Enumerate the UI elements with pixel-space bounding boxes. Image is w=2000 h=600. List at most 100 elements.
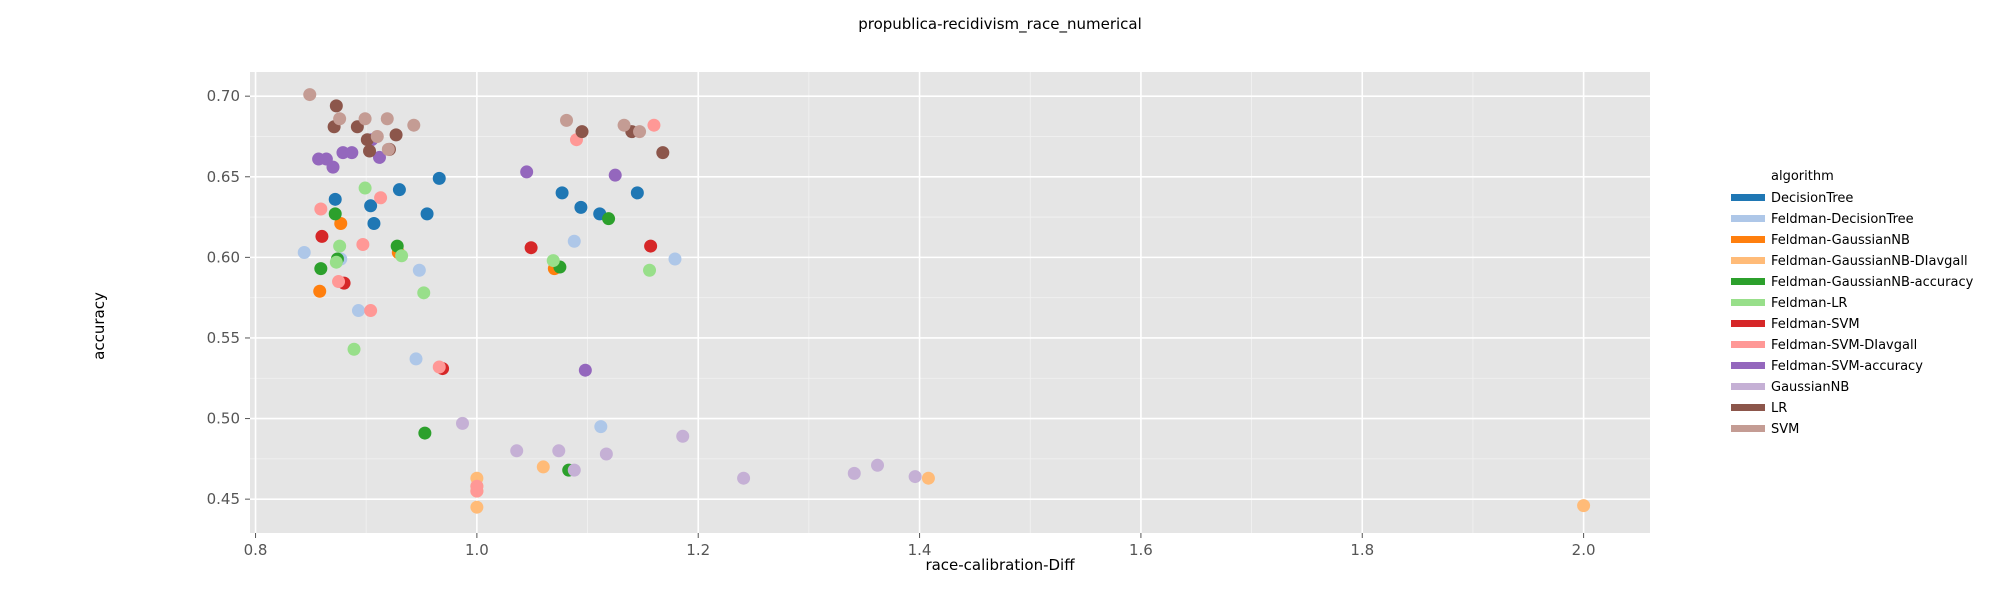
legend-label: Feldman-SVM-accuracy: [1771, 359, 1923, 374]
minor-gridlines: [250, 72, 1650, 533]
data-point-feldman-svm-diavgall: [332, 275, 346, 289]
legend-label: Feldman-GaussianNB: [1771, 233, 1910, 248]
data-point-svm: [333, 112, 347, 126]
data-point-gaussiannb: [510, 444, 524, 458]
y-axis-label: accuracy: [90, 292, 108, 360]
data-point-feldman-decisiontree: [668, 252, 682, 266]
data-point-feldman-svm-accuracy: [578, 363, 592, 377]
data-point-lr: [350, 120, 364, 134]
data-point-feldman-svm-diavgall: [647, 118, 661, 132]
data-point-feldman-svm: [644, 239, 658, 253]
data-point-feldman-gaussiannb: [334, 217, 348, 231]
legend-swatch: [1731, 257, 1765, 264]
data-point-feldman-decisiontree: [297, 246, 311, 260]
data-point-lr: [575, 125, 589, 139]
legend-label: DecisionTree: [1771, 191, 1853, 206]
legend-swatch: [1731, 362, 1765, 369]
legend-swatch: [1731, 236, 1765, 243]
data-point-feldman-svm-accuracy: [326, 160, 340, 174]
axis-ticks: 0.8 1.0 1.2 1.4 1.6 1.8 2.0 0.45 0.50 0.55 0.60 0.6…: [207, 87, 1596, 559]
data-point-gaussiannb: [599, 447, 613, 461]
data-point-svm: [407, 118, 421, 132]
data-point-feldman-lr: [417, 286, 431, 300]
data-point-feldman-decisiontree: [351, 304, 365, 318]
x-tick-label: 1.4: [908, 541, 932, 559]
data-point-decisiontree: [392, 183, 406, 197]
data-point-svm: [358, 112, 372, 126]
data-point-feldman-lr: [643, 263, 657, 277]
plot-area: [250, 72, 1650, 533]
data-point-feldman-decisiontree: [594, 420, 608, 434]
data-point-feldman-decisiontree: [567, 234, 581, 248]
data-point-feldman-svm-accuracy: [372, 150, 386, 164]
legend-label: GaussianNB: [1771, 380, 1849, 395]
legend-swatch: [1731, 383, 1765, 390]
data-point-feldman-gaussiannb-accuracy: [314, 262, 328, 276]
data-point-feldman-gaussiannb-diavgall: [470, 500, 484, 514]
legend-label: Feldman-GaussianNB-DIavgall: [1771, 254, 1968, 269]
data-point-gaussiannb: [455, 416, 469, 430]
y-tick-label: 0.70: [207, 87, 240, 105]
legend-swatch: [1731, 299, 1765, 306]
data-point-svm: [381, 142, 395, 156]
x-axis-label: race-calibration-Diff: [925, 556, 1075, 574]
legend-label: Feldman-SVM: [1771, 317, 1860, 332]
data-point-feldman-lr: [395, 249, 409, 263]
legend-swatch: [1731, 425, 1765, 432]
legend-swatch: [1731, 341, 1765, 348]
data-point-feldman-svm-diavgall: [432, 360, 446, 374]
legend-swatch: [1731, 404, 1765, 411]
data-point-feldman-svm: [315, 229, 329, 243]
data-point-feldman-gaussiannb-accuracy: [328, 207, 342, 221]
data-point-feldman-gaussiannb: [313, 284, 327, 298]
x-tick-label: 2.0: [1572, 541, 1596, 559]
major-gridlines: [250, 72, 1650, 533]
y-tick-label: 0.60: [207, 248, 240, 266]
chart-title: propublica-recidivism_race_numerical: [858, 15, 1142, 34]
data-point-decisiontree: [328, 192, 342, 206]
data-point-feldman-gaussiannb-accuracy: [418, 426, 432, 440]
data-point-svm: [370, 129, 384, 143]
data-point-decisiontree: [364, 199, 378, 213]
data-point-feldman-decisiontree: [412, 263, 426, 277]
data-point-feldman-lr: [546, 254, 560, 268]
data-point-lr: [329, 99, 343, 113]
data-point-feldman-gaussiannb-diavgall: [921, 471, 935, 485]
legend-title: algorithm: [1771, 169, 1834, 184]
data-points: [297, 88, 1591, 514]
legend-label: Feldman-LR: [1771, 296, 1847, 311]
data-point-feldman-svm-diavgall: [470, 484, 484, 498]
data-point-svm: [633, 125, 647, 139]
data-point-svm: [560, 113, 574, 127]
data-point-feldman-gaussiannb-diavgall: [1577, 499, 1591, 513]
legend-label: Feldman-DecisionTree: [1771, 212, 1914, 227]
legend-swatch: [1731, 215, 1765, 222]
data-point-feldman-decisiontree: [409, 352, 423, 366]
data-point-feldman-gaussiannb-diavgall: [536, 460, 550, 474]
data-point-svm: [617, 118, 631, 132]
x-tick-label: 1.0: [465, 541, 489, 559]
x-tick-label: 0.8: [244, 541, 268, 559]
data-point-feldman-lr: [329, 255, 343, 269]
legend-label: LR: [1771, 401, 1787, 416]
legend-label: Feldman-SVM-DIavgall: [1771, 338, 1917, 353]
legend-swatch: [1731, 278, 1765, 285]
data-point-feldman-svm: [524, 241, 538, 255]
data-point-decisiontree: [574, 200, 588, 214]
data-point-feldman-svm-diavgall: [374, 191, 388, 205]
data-point-gaussiannb: [908, 470, 922, 484]
data-point-svm: [303, 88, 317, 102]
data-point-svm: [380, 112, 394, 126]
data-point-decisiontree: [555, 186, 569, 200]
data-point-feldman-lr: [333, 239, 347, 253]
data-point-feldman-svm-accuracy: [608, 168, 622, 182]
data-point-feldman-lr: [358, 181, 372, 195]
legend-swatch: [1731, 320, 1765, 327]
data-point-lr: [360, 133, 374, 147]
data-point-feldman-svm-accuracy: [520, 165, 534, 179]
x-tick-label: 1.8: [1350, 541, 1374, 559]
data-point-feldman-svm-diavgall: [356, 237, 370, 251]
data-point-decisiontree: [420, 207, 434, 221]
data-point-gaussiannb: [847, 466, 861, 480]
